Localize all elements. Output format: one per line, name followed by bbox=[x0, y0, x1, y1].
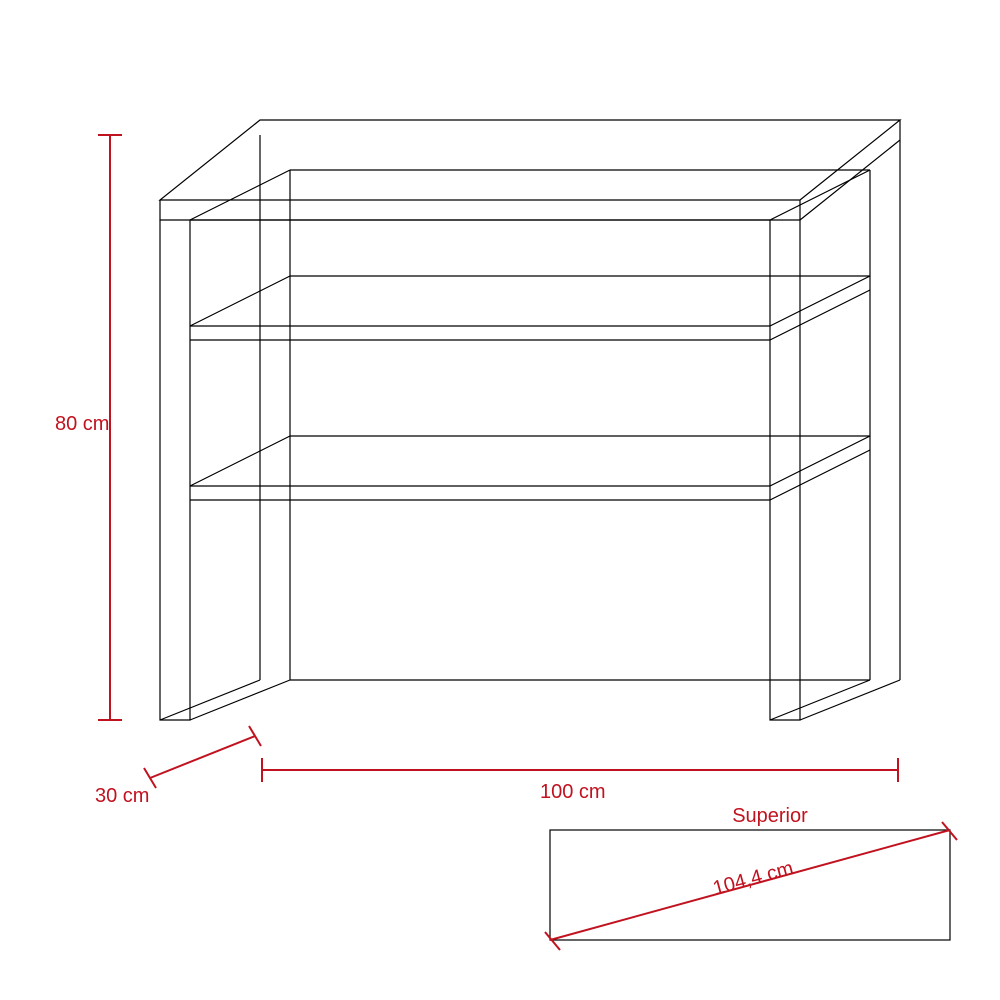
inset-title: Superior bbox=[732, 805, 808, 827]
dimension-lines: 80 cm 30 cm 100 cm bbox=[55, 135, 898, 807]
dim-depth-label: 30 cm bbox=[95, 785, 149, 807]
dim-width: 100 cm bbox=[262, 758, 898, 803]
right-panel-bottom-depth bbox=[800, 680, 900, 720]
shelf-2 bbox=[190, 436, 870, 500]
furniture-outline bbox=[160, 120, 900, 720]
top-front-edge bbox=[160, 200, 800, 220]
left-panel-bottom-depth bbox=[160, 680, 260, 720]
dim-height: 80 cm bbox=[55, 135, 122, 720]
dim-width-label: 100 cm bbox=[540, 781, 606, 803]
dim-depth: 30 cm bbox=[95, 726, 261, 807]
inset-diagonal-label: 104,4 cm bbox=[711, 857, 796, 900]
right-panel-outer bbox=[770, 220, 800, 720]
top-face bbox=[160, 120, 900, 200]
inset-superior: Superior 104,4 cm bbox=[545, 805, 957, 950]
left-panel-outer bbox=[160, 220, 190, 720]
dim-height-label: 80 cm bbox=[55, 413, 109, 435]
technical-drawing: 80 cm 30 cm 100 cm Superior 104,4 cm bbox=[0, 0, 1000, 1000]
shelf-1 bbox=[190, 276, 870, 340]
